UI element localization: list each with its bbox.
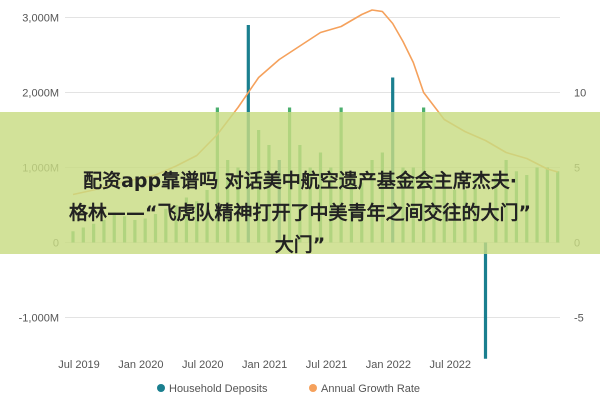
legend-swatch-household-deposits [157,384,165,392]
y-right-tick-label: -5 [574,313,584,325]
y-left-tick-label: 3,000M [22,13,59,25]
x-tick-label: Jan 2021 [242,359,287,371]
headline-line-3: 大门” [274,234,326,256]
x-tick-label: Jul 2021 [306,359,348,371]
headline-line-2: 格林——“飞虎队精神打开了中美青年之间交往的大门” [69,202,531,224]
headline-overlay: 配资app靠谱吗 对话美中航空遗产基金会主席杰夫· 格林——“飞虎队精神打开了中… [0,112,600,256]
x-axis: Jul 2019 Jan 2020 Jul 2020 Jan 2021 Jul 2021… [58,359,471,371]
legend: Household Deposits Annual Growth Rate [157,383,420,395]
legend-label-annual-growth-rate: Annual Growth Rate [321,383,420,395]
y-left-tick-label: -1,000M [19,313,59,325]
x-tick-label: Jan 2022 [366,359,411,371]
legend-label-household-deposits: Household Deposits [169,383,268,395]
x-tick-label: Jul 2019 [58,359,100,371]
y-right-tick-label: 10 [574,88,586,100]
x-tick-label: Jul 2022 [429,359,471,371]
y-left-tick-label: 2,000M [22,88,59,100]
bar-household-deposits [483,242,488,359]
x-tick-label: Jul 2020 [182,359,224,371]
legend-swatch-annual-growth-rate [309,384,317,392]
x-tick-label: Jan 2020 [118,359,163,371]
headline-line-1: 配资app靠谱吗 对话美中航空遗产基金会主席杰夫· [83,170,517,192]
